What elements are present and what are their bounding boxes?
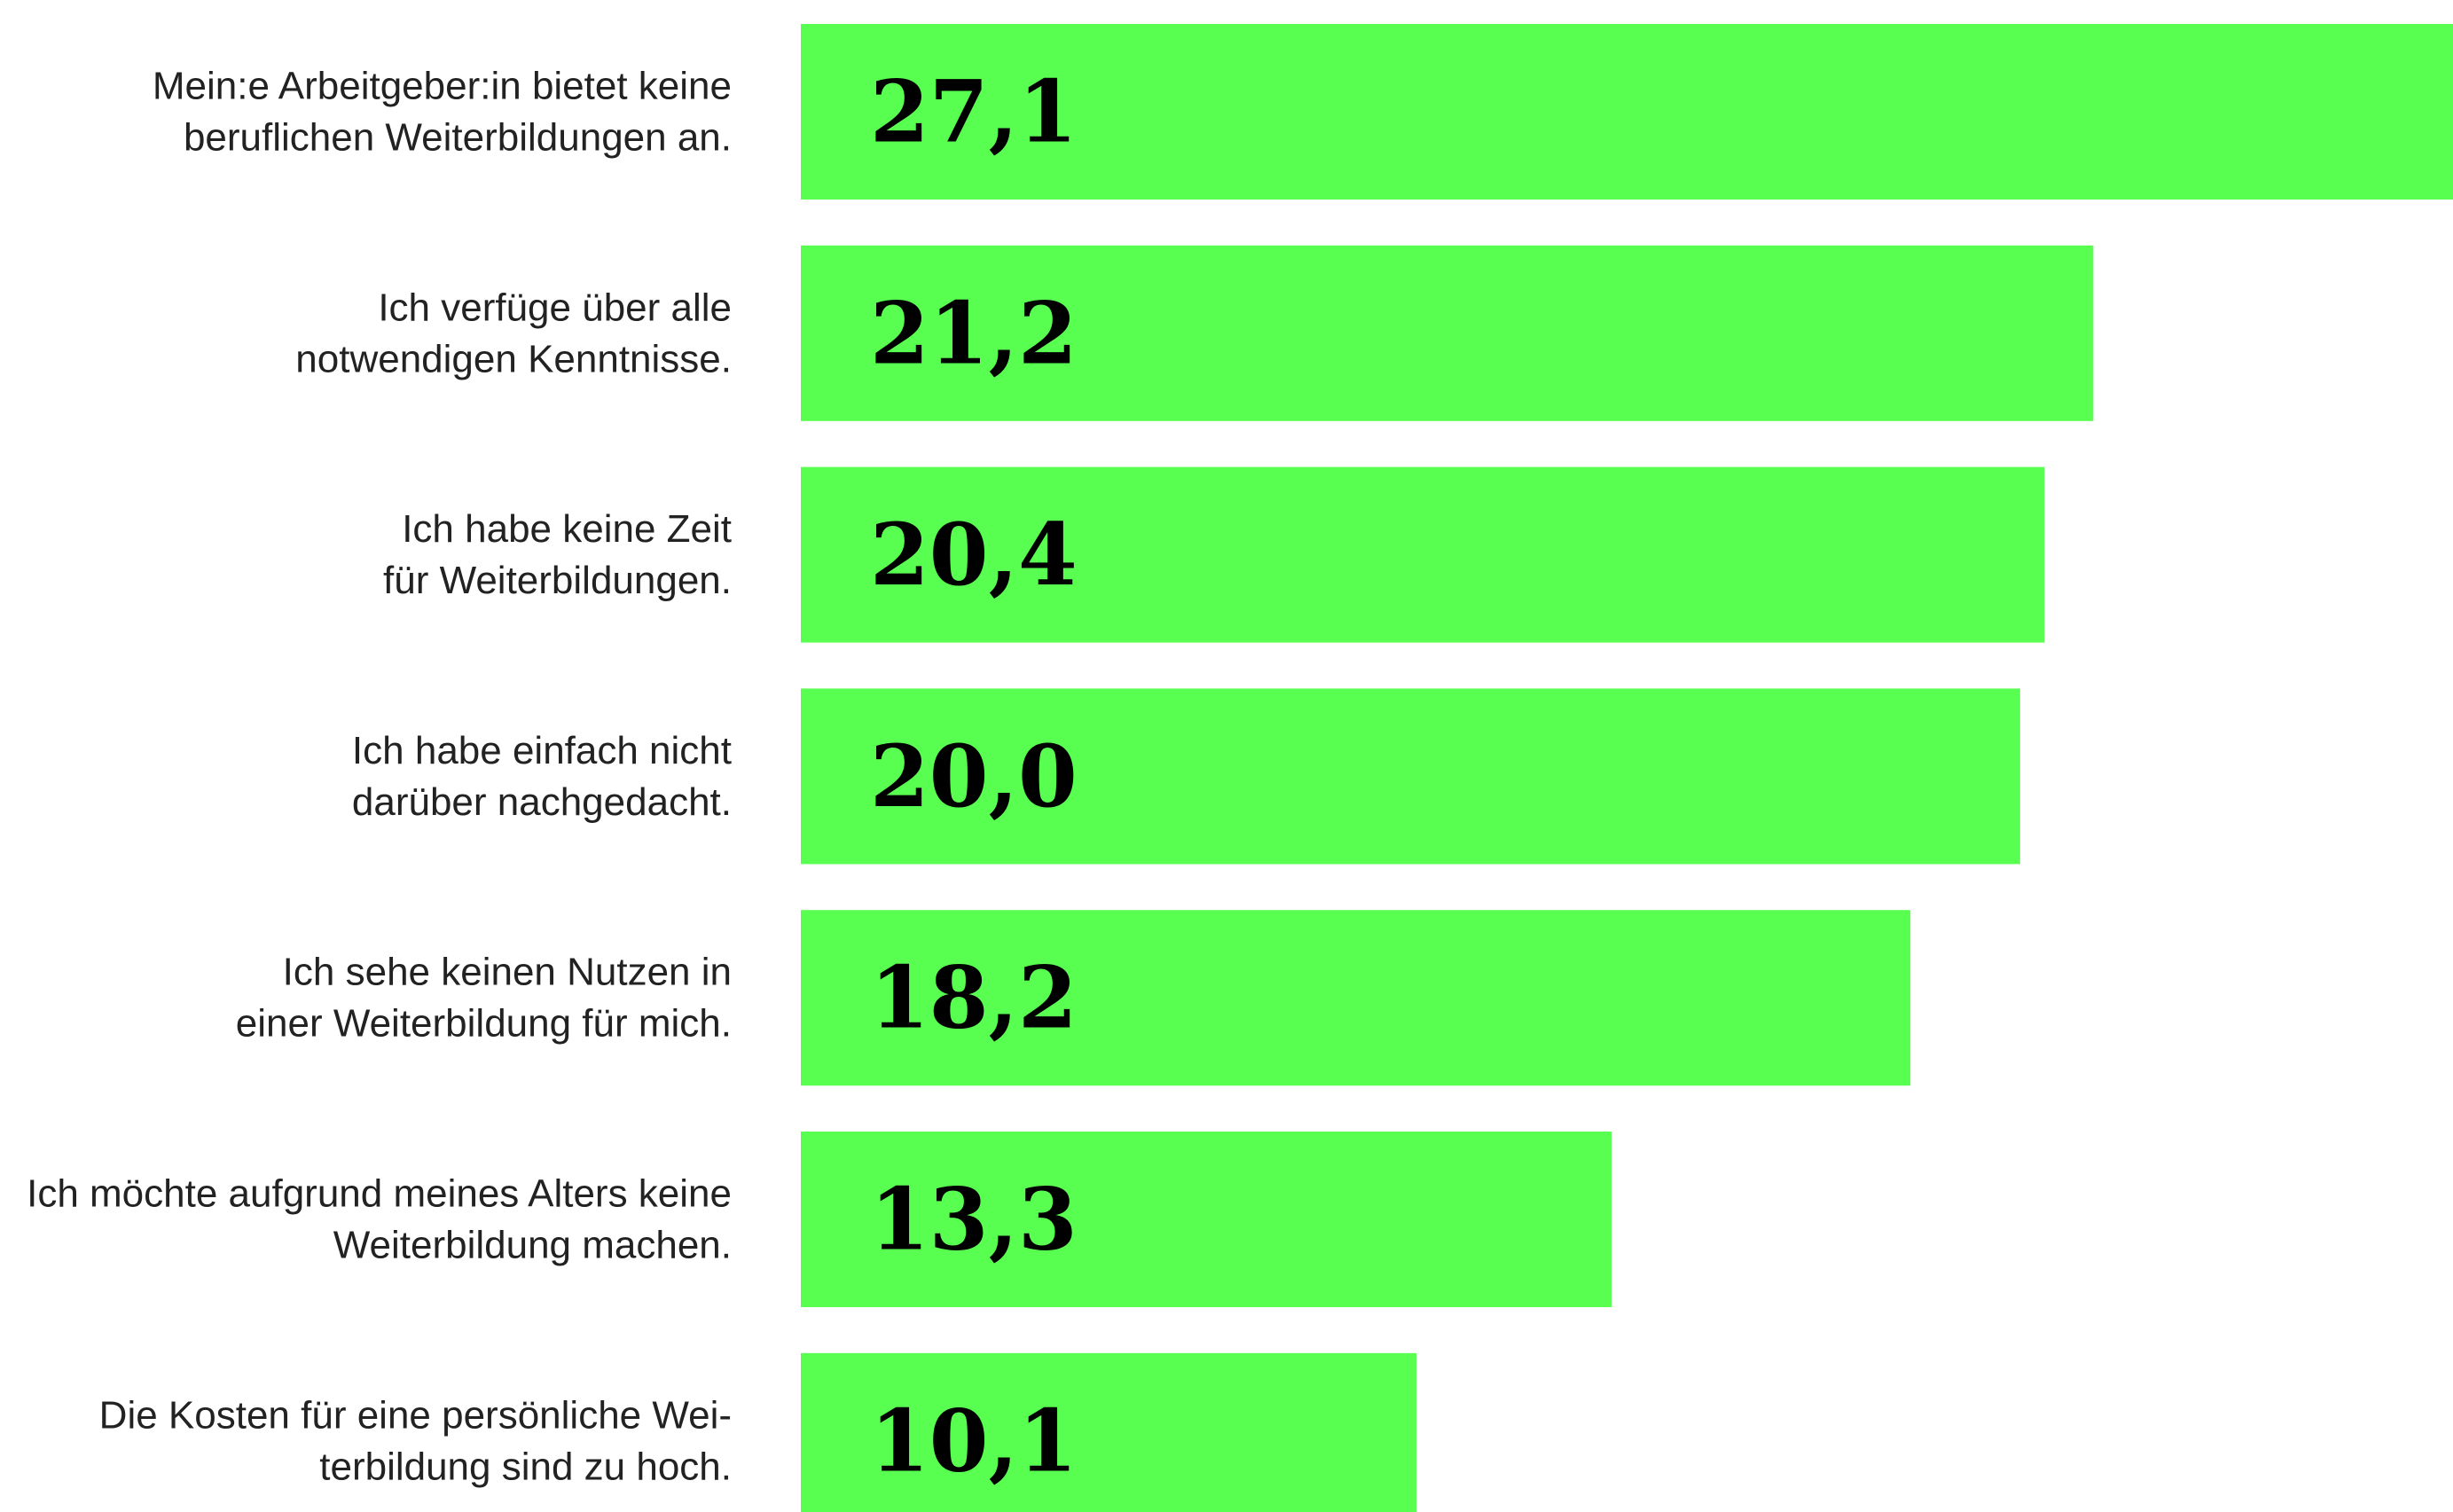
bar-group-1: 21,2 Ich verfüge über alle notwendigen Ken… <box>295 245 2094 421</box>
bar-value-label-3: 20,0 <box>870 726 1078 827</box>
bar-3 <box>801 688 2020 865</box>
category-label-0-line-1: beruflichen Weiterbildungen an. <box>184 116 732 160</box>
category-label-5-line-0: Ich möchte aufgrund meines Alters keine <box>27 1172 732 1216</box>
bar-2 <box>801 466 2045 643</box>
bar-value-label-5: 13,3 <box>870 1170 1078 1270</box>
category-label-4-line-1: einer Weiterbildung für mich. <box>236 1002 732 1046</box>
bar-6 <box>801 1352 1417 1512</box>
category-label-6-line-1: terbildung sind zu hoch. <box>319 1445 732 1488</box>
category-label-2-line-1: für Weiterbildungen. <box>383 559 732 602</box>
bar-group-6: 10,1 Die Kosten für eine persönliche Wei-… <box>99 1352 1417 1512</box>
category-label-4-line-0: Ich sehe keinen Nutzen in <box>283 951 732 994</box>
bar-4 <box>801 910 1911 1086</box>
category-label-1-line-1: notwendigen Kenntnisse. <box>295 337 732 380</box>
bar-group-2: 20,4 Ich habe keine Zeit für Weiterbildung… <box>383 466 2045 643</box>
category-label-1-line-0: Ich verfüge über alle <box>378 286 732 329</box>
category-label-3-line-0: Ich habe einfach nicht <box>352 729 732 772</box>
category-label-2-line-0: Ich habe keine Zeit <box>402 507 732 551</box>
category-label-3-line-1: darüber nachgedacht. <box>352 780 732 824</box>
bar-1 <box>801 245 2094 421</box>
category-label-6-line-0: Die Kosten für eine persönliche Wei- <box>99 1393 732 1437</box>
category-label-5-line-1: Weiterbildung machen. <box>333 1224 732 1267</box>
bar-5 <box>801 1132 1612 1307</box>
bar-value-label-2: 20,4 <box>870 505 1078 605</box>
bar-value-label-1: 21,2 <box>870 283 1078 383</box>
bar-value-label-0: 27,1 <box>870 62 1078 162</box>
bar-group-4: 18,2 Ich sehe keinen Nutzen in einer Weite… <box>236 910 1911 1086</box>
bar-value-label-4: 18,2 <box>870 948 1078 1048</box>
category-label-0-line-0: Mein:e Arbeitgeber:in bietet keine <box>153 65 732 108</box>
bar-group-0: 27,1 Mein:e Arbeitgeber:in bietet keine be… <box>153 24 2453 200</box>
bar-0 <box>801 24 2453 200</box>
bar-value-label-6: 10,1 <box>870 1391 1078 1491</box>
bar-group-5: 13,3 Ich möchte aufgrund meines Alters ke… <box>27 1132 1612 1307</box>
bar-group-3: 20,0 Ich habe einfach nicht darüber nachge… <box>352 688 2020 865</box>
